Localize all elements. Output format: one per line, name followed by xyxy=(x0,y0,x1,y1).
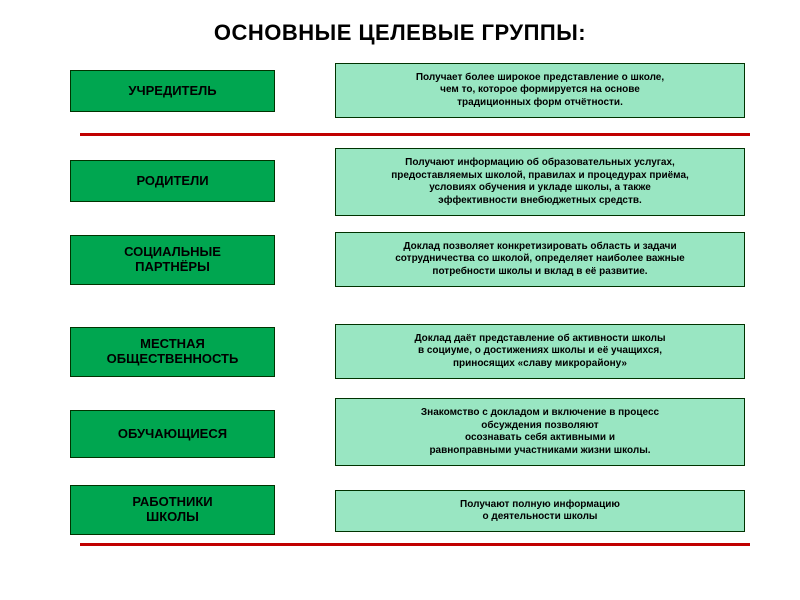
red-divider-0 xyxy=(80,133,750,136)
label-students: ОБУЧАЮЩИЕСЯ xyxy=(70,410,275,458)
label-parents: РОДИТЕЛИ xyxy=(70,160,275,202)
label-local-community: МЕСТНАЯ ОБЩЕСТВЕННОСТЬ xyxy=(70,327,275,377)
label-founder: УЧРЕДИТЕЛЬ xyxy=(70,70,275,112)
desc-social-partners: Доклад позволяет конкретизировать област… xyxy=(335,232,745,287)
desc-students: Знакомство с докладом и включение в проц… xyxy=(335,398,745,466)
desc-parents: Получают информацию об образовательных у… xyxy=(335,148,745,216)
desc-local-community: Доклад даёт представление об активности … xyxy=(335,324,745,379)
label-social-partners: СОЦИАЛЬНЫЕ ПАРТНЁРЫ xyxy=(70,235,275,285)
desc-founder: Получает более широкое представление о ш… xyxy=(335,63,745,118)
desc-school-staff: Получают полную информацию о деятельност… xyxy=(335,490,745,532)
red-divider-1 xyxy=(80,543,750,546)
label-school-staff: РАБОТНИКИ ШКОЛЫ xyxy=(70,485,275,535)
page-title: ОСНОВНЫЕ ЦЕЛЕВЫЕ ГРУППЫ: xyxy=(0,20,800,46)
